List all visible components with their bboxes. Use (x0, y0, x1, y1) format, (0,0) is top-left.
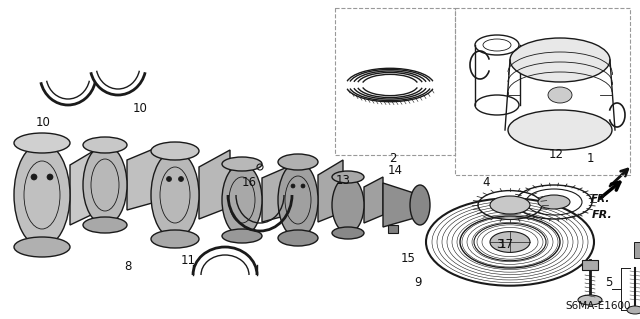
Ellipse shape (627, 306, 640, 314)
Ellipse shape (31, 174, 37, 180)
Ellipse shape (332, 177, 364, 233)
Ellipse shape (166, 176, 172, 182)
Ellipse shape (151, 142, 199, 160)
Ellipse shape (179, 176, 184, 182)
Ellipse shape (538, 195, 570, 209)
Text: 15: 15 (401, 251, 415, 264)
Bar (335, 8, 455, 155)
Text: 10: 10 (132, 101, 147, 115)
Ellipse shape (222, 164, 262, 236)
Text: 8: 8 (124, 261, 132, 273)
Text: 13: 13 (335, 174, 351, 188)
Text: 1: 1 (586, 152, 594, 165)
Ellipse shape (14, 143, 70, 247)
Polygon shape (262, 165, 292, 222)
Ellipse shape (222, 157, 262, 171)
Ellipse shape (151, 230, 199, 248)
Bar (634, 242, 640, 258)
Ellipse shape (410, 185, 430, 225)
Text: 3: 3 (496, 239, 504, 251)
Ellipse shape (83, 137, 127, 153)
Text: FR.: FR. (590, 194, 610, 204)
Text: 17: 17 (499, 239, 513, 251)
Bar (582, 260, 598, 270)
Text: 14: 14 (387, 164, 403, 176)
Polygon shape (364, 177, 383, 223)
Text: FR.: FR. (592, 210, 612, 220)
Ellipse shape (510, 38, 610, 82)
Polygon shape (383, 183, 425, 227)
Polygon shape (318, 160, 343, 222)
Ellipse shape (222, 229, 262, 243)
Ellipse shape (83, 217, 127, 233)
Ellipse shape (14, 133, 70, 153)
Ellipse shape (278, 154, 318, 170)
Ellipse shape (332, 227, 364, 239)
Ellipse shape (83, 145, 127, 225)
Text: 5: 5 (605, 277, 612, 290)
Text: 2: 2 (389, 152, 397, 165)
Ellipse shape (548, 87, 572, 103)
Ellipse shape (508, 110, 612, 150)
Text: 16: 16 (241, 176, 257, 189)
Ellipse shape (14, 237, 70, 257)
Text: 9: 9 (414, 277, 422, 290)
Polygon shape (70, 140, 112, 225)
Text: 4: 4 (483, 176, 490, 189)
Text: 11: 11 (180, 254, 195, 266)
Ellipse shape (151, 151, 199, 239)
Ellipse shape (291, 184, 295, 188)
Polygon shape (388, 225, 398, 233)
Polygon shape (199, 150, 230, 219)
Ellipse shape (332, 171, 364, 183)
Text: S6MA-E1600: S6MA-E1600 (565, 301, 631, 311)
Ellipse shape (578, 295, 602, 305)
Text: 12: 12 (548, 149, 563, 161)
Ellipse shape (47, 174, 53, 180)
Ellipse shape (490, 232, 530, 252)
Polygon shape (127, 145, 163, 210)
Ellipse shape (278, 230, 318, 246)
Ellipse shape (490, 196, 530, 214)
Text: 10: 10 (36, 115, 51, 129)
Ellipse shape (301, 184, 305, 188)
Ellipse shape (278, 162, 318, 238)
